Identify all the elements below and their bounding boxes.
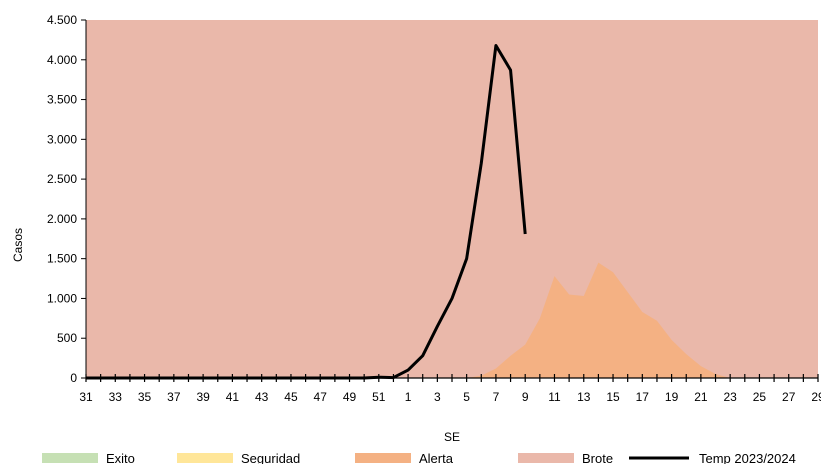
legend-label-brote: Brote [582,451,613,464]
x-tick-label: 3 [434,390,441,404]
x-tick-label: 25 [753,390,767,404]
area-brote [86,20,818,378]
y-tick-label: 1.500 [47,252,77,266]
x-tick-label: 5 [463,390,470,404]
legend-label-seguridad: Seguridad [241,451,300,464]
x-tick-label: 51 [372,390,386,404]
y-tick-label: 3.500 [47,93,77,107]
x-tick-label: 19 [665,390,679,404]
legend-label-exito: Exito [106,451,135,464]
x-tick-label: 9 [522,390,529,404]
x-axis-title: SE [444,430,460,444]
x-tick-label: 21 [694,390,708,404]
legend-swatch-seguridad [177,453,233,463]
y-tick-label: 0 [70,371,77,385]
legend-label-alerta: Alerta [419,451,454,464]
x-tick-label: 35 [138,390,152,404]
x-tick-label: 39 [196,390,210,404]
y-tick-label: 500 [57,331,77,345]
y-axis-title: Casos [11,228,25,262]
x-tick-label: 41 [226,390,240,404]
y-tick-label: 4.500 [47,13,77,27]
y-tick-label: 2.000 [47,212,77,226]
x-tick-label: 11 [548,390,561,404]
x-tick-label: 33 [109,390,123,404]
legend-label-temp-2023-2024: Temp 2023/2024 [699,451,796,464]
x-tick-label: 1 [405,390,412,404]
x-tick-label: 43 [255,390,269,404]
x-tick-label: 45 [284,390,298,404]
y-tick-label: 4.000 [47,53,77,67]
legend: Exito Seguridad Alerta Brote Temp 2023/2024 [42,451,796,464]
x-tick-label: 47 [314,390,328,404]
legend-swatch-brote [518,453,574,463]
x-tick-label: 13 [577,390,591,404]
area-alerta [86,262,818,378]
x-tick-label: 27 [782,390,796,404]
x-tick-label: 17 [636,390,650,404]
y-tick-label: 2.500 [47,172,77,186]
x-axis: 31 33 35 37 39 41 43 45 47 49 51 1 3 5 7 9 11 13 15 17 19 21 2… [79,374,821,404]
legend-swatch-alerta [355,453,411,463]
x-tick-label: 49 [343,390,357,404]
x-tick-label: 15 [606,390,620,404]
y-axis: 0 500 1.000 1.500 2.000 2.500 3.000 3.500 4.000 4… [47,13,87,385]
x-tick-label: 31 [79,390,93,404]
y-tick-label: 3.000 [47,132,77,146]
legend-swatch-exito [42,453,98,463]
y-tick-label: 1.000 [47,291,77,305]
x-tick-label: 29 [811,390,821,404]
x-tick-label: 23 [723,390,737,404]
x-tick-label: 37 [167,390,181,404]
x-tick-label: 7 [493,390,500,404]
plot-area [86,20,818,380]
